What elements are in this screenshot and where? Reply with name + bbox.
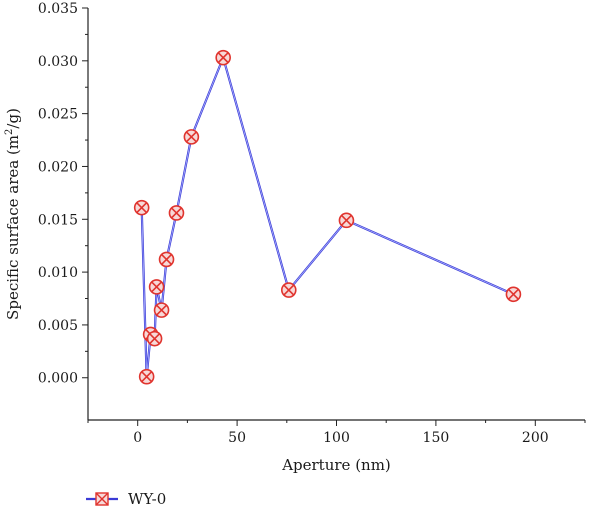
x-tick-label: 150 xyxy=(423,430,450,446)
y-axis-label-prefix: Specific surface area (m xyxy=(4,135,22,320)
y-axis-label-sup: 2 xyxy=(4,129,15,135)
data-point xyxy=(215,49,231,66)
x-axis-label: Aperture (nm) xyxy=(281,456,391,474)
data-point xyxy=(153,302,170,318)
data-point-cross xyxy=(341,215,352,226)
data-point-cross xyxy=(149,333,160,344)
legend-label: WY-0 xyxy=(128,490,166,508)
data-point xyxy=(146,330,163,347)
series-line xyxy=(140,56,514,378)
data-point-cross xyxy=(161,254,172,265)
axes: 0 50 100 150 200 0.000 0.005 0.010 0.015 0.020 0.0… xyxy=(38,1,586,446)
y-tick-label: 0.005 xyxy=(38,318,78,334)
y-tick-label: 0.020 xyxy=(38,159,78,175)
data-point xyxy=(133,199,150,216)
x-tick-label: 100 xyxy=(323,430,350,446)
legend-marker-cross xyxy=(95,492,109,506)
data-point xyxy=(338,212,355,229)
legend: WY-0 xyxy=(86,490,166,508)
y-tick-label: 0.010 xyxy=(38,265,78,281)
data-point-cross xyxy=(141,371,152,382)
data-point xyxy=(280,282,297,298)
plot-area xyxy=(133,49,522,385)
data-point xyxy=(505,286,522,303)
y-axis-label: Specific surface area (m2/g) xyxy=(4,108,22,320)
data-point-cross xyxy=(156,304,167,316)
data-point xyxy=(168,205,185,221)
series-line-highlight xyxy=(141,56,514,377)
data-point-cross xyxy=(283,284,294,296)
y-tick-label: 0.035 xyxy=(38,1,78,17)
y-axis-label-suffix: /g) xyxy=(4,108,22,129)
y-tick-label: 0.015 xyxy=(38,212,78,228)
data-point-cross xyxy=(186,131,197,143)
data-point xyxy=(183,129,200,145)
data-point-cross xyxy=(218,52,229,63)
data-point xyxy=(158,251,175,268)
x-tick-label: 50 xyxy=(228,430,246,446)
y-tick-label: 0.025 xyxy=(38,107,78,123)
data-point-cross xyxy=(508,289,519,300)
data-point xyxy=(148,279,165,295)
data-point xyxy=(138,368,155,385)
y-tick-label: 0.000 xyxy=(38,371,78,387)
y-tick-label: 0.030 xyxy=(38,54,78,70)
data-point-cross xyxy=(151,281,162,293)
x-tick-label: 200 xyxy=(522,430,549,446)
data-point-cross xyxy=(171,207,182,219)
x-tick-label: 0 xyxy=(133,430,142,446)
data-point-cross xyxy=(136,202,147,213)
